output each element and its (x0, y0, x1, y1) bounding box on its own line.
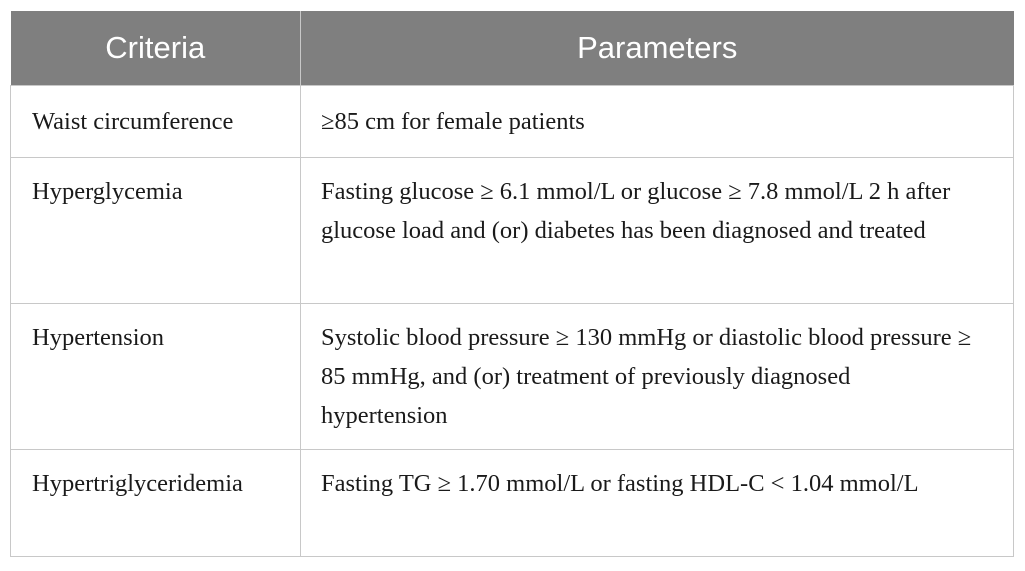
table-row: Hypertension Systolic blood pressure ≥ 1… (10, 303, 1014, 450)
table-row: Waist circumference ≥85 cm for female pa… (10, 85, 1014, 158)
row-criteria-cell: Hypertension (10, 303, 301, 450)
row-parameters-cell: Fasting TG ≥ 1.70 mmol/L or fasting HDL-… (300, 449, 1014, 557)
row-parameters-cell: Systolic blood pressure ≥ 130 mmHg or di… (300, 303, 1014, 450)
header-criteria: Criteria (10, 11, 301, 86)
row-criteria-cell: Waist circumference (10, 85, 301, 158)
table-row: Hypertriglyceridemia Fasting TG ≥ 1.70 m… (10, 449, 1014, 557)
row-criteria-cell: Hyperglycemia (10, 157, 301, 304)
table-row: Hyperglycemia Fasting glucose ≥ 6.1 mmol… (10, 157, 1014, 304)
row-criteria-cell: Hypertriglyceridemia (10, 449, 301, 557)
criteria-table: Criteria Parameters Waist circumference … (10, 11, 1014, 557)
criteria-table-container: Criteria Parameters Waist circumference … (10, 11, 1014, 557)
table-header-row: Criteria Parameters (10, 11, 1014, 86)
row-parameters-cell: ≥85 cm for female patients (300, 85, 1014, 158)
header-parameters: Parameters (300, 11, 1014, 86)
row-parameters-cell: Fasting glucose ≥ 6.1 mmol/L or glucose … (300, 157, 1014, 304)
